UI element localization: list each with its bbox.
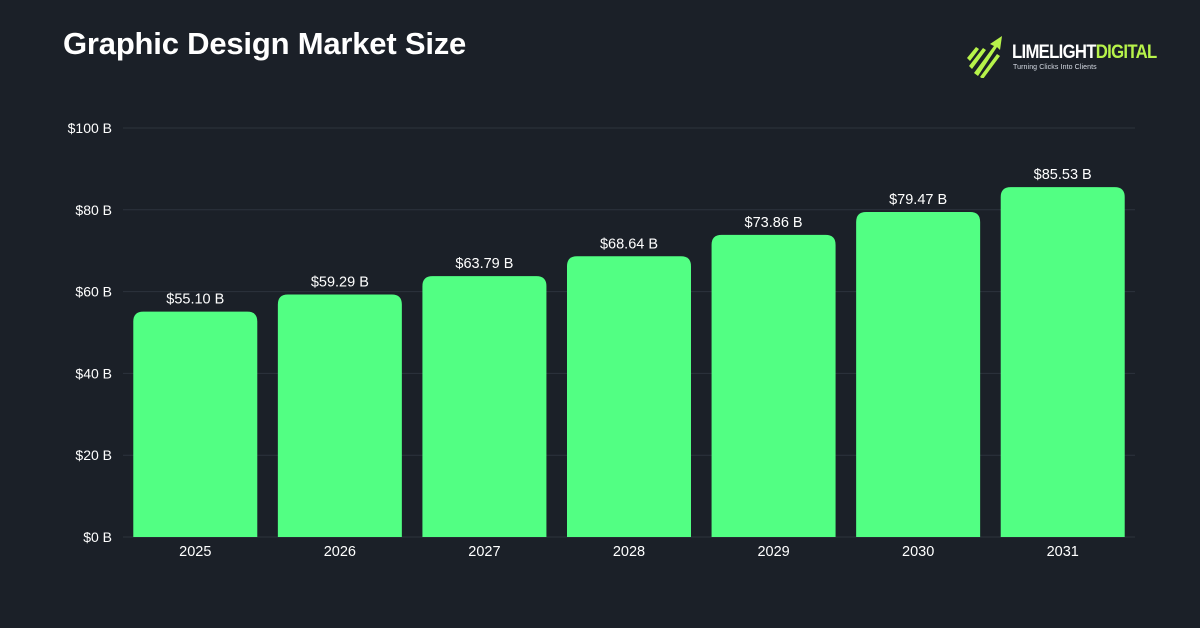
x-tick-label: 2030 xyxy=(902,544,934,560)
data-label: $59.29 B xyxy=(311,275,369,291)
x-axis-ticks: 2025 2026 2027 2028 2029 2030 2031 xyxy=(179,544,1079,560)
bar-2030 xyxy=(856,211,981,537)
data-label: $55.10 B xyxy=(166,292,224,308)
bar-2025 xyxy=(133,311,258,537)
page-title: Graphic Design Market Size xyxy=(63,26,467,61)
x-tick-label: 2029 xyxy=(757,544,789,560)
bar-2026 xyxy=(277,294,402,537)
bar-2029 xyxy=(711,234,836,537)
data-label: $73.86 B xyxy=(745,215,803,231)
x-tick-label: 2027 xyxy=(468,544,500,560)
bar-2028 xyxy=(567,256,691,537)
y-tick-label: $60 B xyxy=(75,284,112,300)
y-tick-label: $100 B xyxy=(68,120,112,136)
rocket-arrow-icon xyxy=(967,36,1002,78)
data-label: $79.47 B xyxy=(889,192,947,208)
y-tick-label: $0 B xyxy=(83,529,112,545)
data-label: $63.79 B xyxy=(455,256,513,272)
y-tick-label: $40 B xyxy=(75,365,112,381)
y-tick-label: $80 B xyxy=(75,202,112,218)
x-tick-label: 2025 xyxy=(179,544,211,560)
brand-logo: LIMELIGHTDIGITAL Turning Clicks Into Cli… xyxy=(966,32,1157,80)
data-labels: $55.10 B $59.29 B $63.79 B $68.64 B $73.86 B… xyxy=(166,167,1091,307)
x-tick-label: 2028 xyxy=(613,544,645,560)
logo-name-part2: DIGITAL xyxy=(1095,42,1157,63)
y-tick-label: $20 B xyxy=(75,447,112,463)
data-label: $68.64 B xyxy=(600,236,658,252)
y-axis-ticks: $0 B $20 B $40 B $60 B $80 B $100 B xyxy=(68,120,112,545)
bars xyxy=(133,187,1125,537)
x-tick-label: 2031 xyxy=(1047,544,1079,560)
bar-2027 xyxy=(422,276,547,537)
logo-wordmark: LIMELIGHTDIGITAL xyxy=(1012,42,1157,64)
logo-name-part1: LIMELIGHT xyxy=(1012,42,1096,63)
logo-tagline: Turning Clicks Into Clients xyxy=(1013,64,1097,71)
data-label: $85.53 B xyxy=(1034,167,1092,183)
bar-2031 xyxy=(1000,187,1125,537)
x-tick-label: 2026 xyxy=(324,544,356,560)
